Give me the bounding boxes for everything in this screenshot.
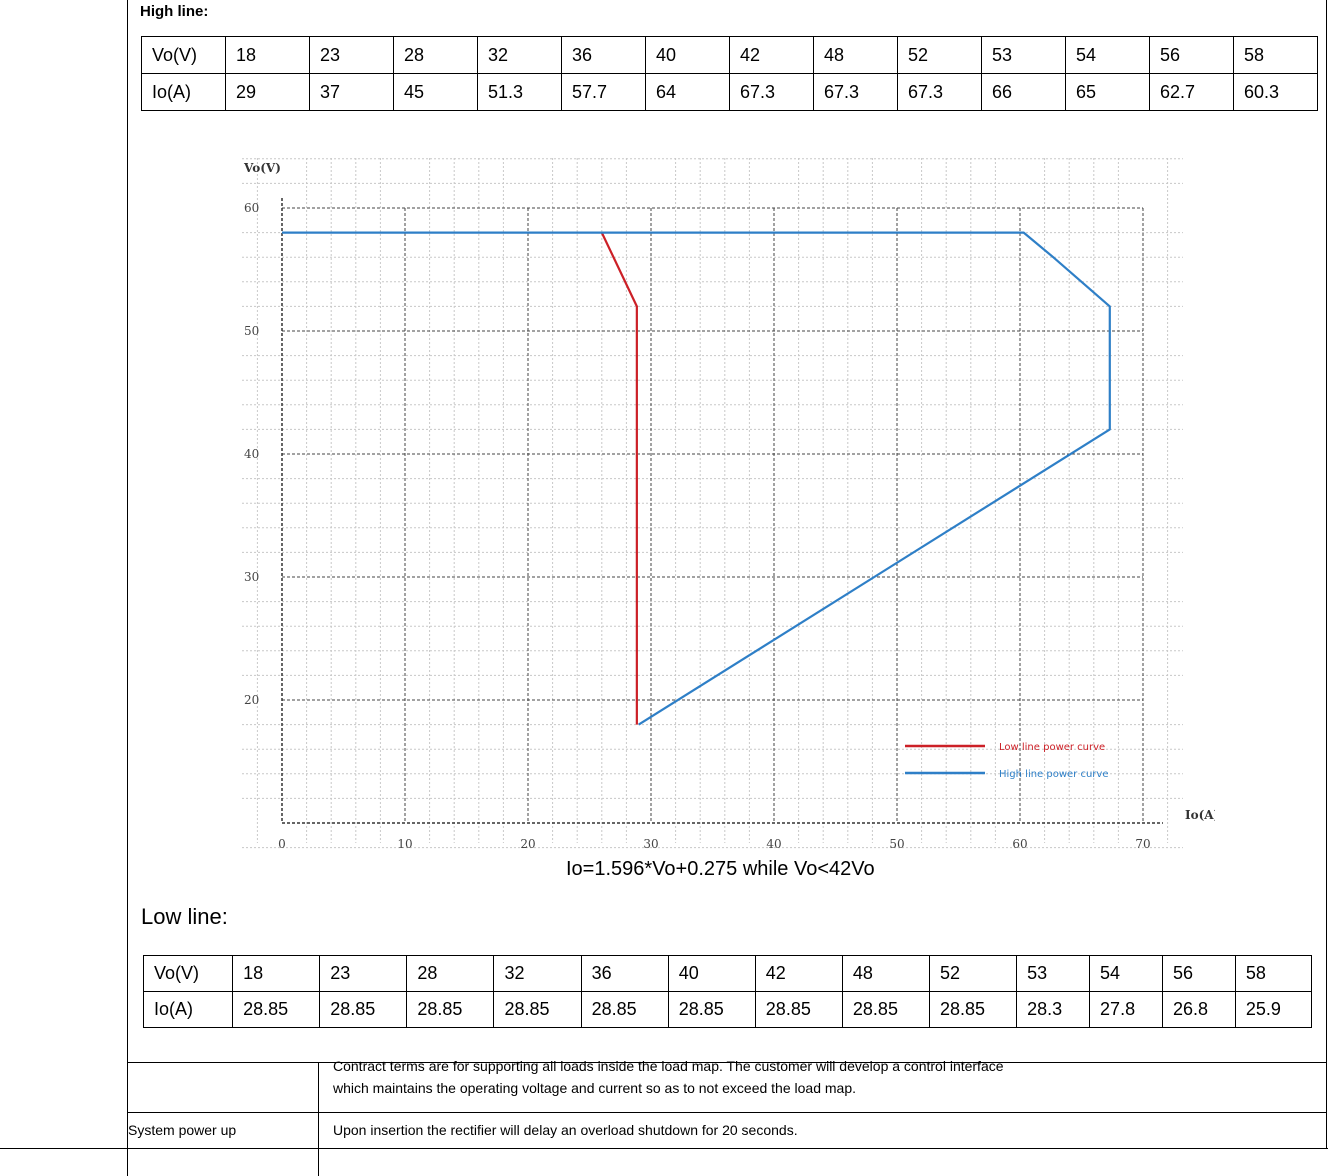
low_line-table-cell: 56: [1161, 955, 1236, 992]
high_line-table-cell: 53: [981, 36, 1066, 74]
x-tick-label: 30: [643, 837, 658, 851]
high_line-table-cell: 51.3: [477, 73, 562, 111]
low_line-table-cell: 28.85: [929, 991, 1018, 1028]
low_line-table-cell: 36: [580, 955, 669, 992]
low_line-table-cell: 48: [841, 955, 931, 992]
low_line-table-row: Io(A) 28.85 28.85 28.85 28.85 28.85 28.85 28.85…: [142, 991, 1313, 1028]
high_line-table-row-header: Io(A): [141, 73, 226, 111]
low_line-table-cell: 32: [493, 955, 582, 992]
x-tick-label: 10: [397, 837, 412, 851]
high_line-table-cell: 62.7: [1149, 73, 1234, 111]
high_line-table-cell: 42: [729, 36, 814, 74]
frame-row-line-3: [0, 1148, 1328, 1149]
low_line-table-cell: 28.85: [232, 991, 321, 1028]
low_line-table-cell: 18: [232, 955, 321, 992]
y-tick-label: 50: [244, 324, 259, 338]
system-power-up-label: System power up: [128, 1122, 237, 1138]
high-line-table: Vo(V) 18 23 28 32 36 40 42 48 52 53 54 56 58 Io(A) 29 37…: [141, 36, 1318, 111]
high_line-table-cell: 57.7: [561, 73, 646, 111]
low_line-table-cell: 28: [406, 955, 495, 992]
low_line-table-row-header: Vo(V): [142, 955, 234, 992]
low_line-table-cell: 26.8: [1161, 991, 1236, 1028]
high_line-table-cell: 23: [309, 36, 394, 74]
frame-right-line: [1326, 0, 1327, 1148]
low_line-table-cell: 28.85: [580, 991, 669, 1028]
high_line-table-row: Io(A) 29 37 45 51.3 57.7 64 67.3 67.3 67.3 66 65 62.…: [141, 73, 1318, 111]
x-tick-label: 70: [1135, 837, 1150, 851]
low_line-table-cell: 28.85: [754, 991, 843, 1028]
legend-label: Low line power curve: [999, 742, 1105, 753]
high_line-table-cell: 67.3: [897, 73, 982, 111]
system-power-up-text: Upon insertion the rectifier will delay …: [333, 1122, 798, 1138]
y-tick-label: 40: [244, 447, 259, 461]
low_line-table-cell: 28.85: [667, 991, 756, 1028]
low_line-table-cell: 23: [319, 955, 408, 992]
low_line-table-row: Vo(V) 18 23 28 32 36 40 42 48 52 53 54 56 58: [142, 955, 1313, 992]
high_line-table-cell: 29: [225, 73, 310, 111]
high_line-table-cell: 36: [561, 36, 646, 74]
low_line-table-cell: 28.85: [406, 991, 495, 1028]
high_line-table-cell: 65: [1065, 73, 1150, 111]
x-tick-label: 0: [278, 837, 286, 851]
y-tick-label: 60: [244, 201, 259, 215]
low_line-table-cell: 53: [1016, 955, 1091, 992]
x-tick-label: 20: [520, 837, 535, 851]
low_line-table-cell: 52: [929, 955, 1018, 992]
x-tick-label: 40: [766, 837, 781, 851]
low_line-table-cell: 40: [667, 955, 756, 992]
formula-text: Io=1.596*Vo+0.275 while Vo<42Vo: [566, 858, 875, 880]
high_line-table-cell: 18: [225, 36, 310, 74]
series-line-high-line: [282, 231, 1111, 726]
legend-label: High line power curve: [999, 769, 1109, 780]
low_line-table-row-header: Io(A): [142, 991, 234, 1028]
high_line-table-cell: 66: [981, 73, 1066, 111]
low_line-table-cell: 25.9: [1234, 991, 1313, 1028]
low_line-table-cell: 58: [1234, 955, 1313, 992]
power-curve-chart: 0 10 20 30 40 50 60 70 20 30 40 50 60 Vo(V) Io(A) Low l…: [242, 158, 1215, 851]
series-line-low-line: [600, 232, 638, 725]
high_line-table-cell: 28: [393, 36, 478, 74]
low_line-table-cell: 28.85: [493, 991, 582, 1028]
high_line-table-cell: 56: [1149, 36, 1234, 74]
low_line-table-cell: 28.85: [841, 991, 931, 1028]
y-tick-label: 30: [244, 570, 259, 584]
x-axis-label: Io(A): [1185, 808, 1215, 822]
high_line-table-cell: 32: [477, 36, 562, 74]
y-axis-label: Vo(V): [243, 161, 281, 175]
low_line-table-cell: 54: [1089, 955, 1163, 992]
low_line-table-cell: 42: [754, 955, 843, 992]
high_line-table-cell: 54: [1065, 36, 1150, 74]
contract-note-line1: Contract terms are for supporting all lo…: [333, 1058, 1004, 1074]
high_line-table-cell: 67.3: [729, 73, 814, 111]
high_line-table-cell: 45: [393, 73, 478, 111]
frame-left-line: [127, 0, 128, 1176]
high_line-table-cell: 37: [309, 73, 394, 111]
frame-row-line-1: [127, 1062, 1327, 1063]
low_line-table-cell: 28.3: [1016, 991, 1091, 1028]
high_line-table-cell: 60.3: [1233, 73, 1318, 111]
high_line-table-row-header: Vo(V): [141, 36, 226, 74]
high-line-label: High line:: [140, 3, 209, 20]
low-line-table: Vo(V) 18 23 28 32 36 40 42 48 52 53 54 56 58 Io(A) 28.8…: [142, 955, 1313, 1028]
frame-row-line-2: [127, 1112, 1327, 1113]
high_line-table-cell: 64: [645, 73, 730, 111]
low_line-table-cell: 28.85: [319, 991, 408, 1028]
high_line-table-cell: 67.3: [813, 73, 898, 111]
high_line-table-cell: 48: [813, 36, 898, 74]
y-tick-label: 20: [244, 693, 259, 707]
high_line-table-cell: 52: [897, 36, 982, 74]
high_line-table-cell: 40: [645, 36, 730, 74]
high_line-table-cell: 58: [1233, 36, 1318, 74]
high_line-table-row: Vo(V) 18 23 28 32 36 40 42 48 52 53 54 56 58: [141, 36, 1318, 74]
frame-mid-line: [318, 1062, 319, 1176]
contract-note-line2: which maintains the operating voltage an…: [333, 1080, 856, 1096]
x-tick-label: 50: [889, 837, 904, 851]
x-tick-label: 60: [1012, 837, 1027, 851]
low-line-label: Low line:: [141, 904, 228, 929]
low_line-table-cell: 27.8: [1089, 991, 1163, 1028]
